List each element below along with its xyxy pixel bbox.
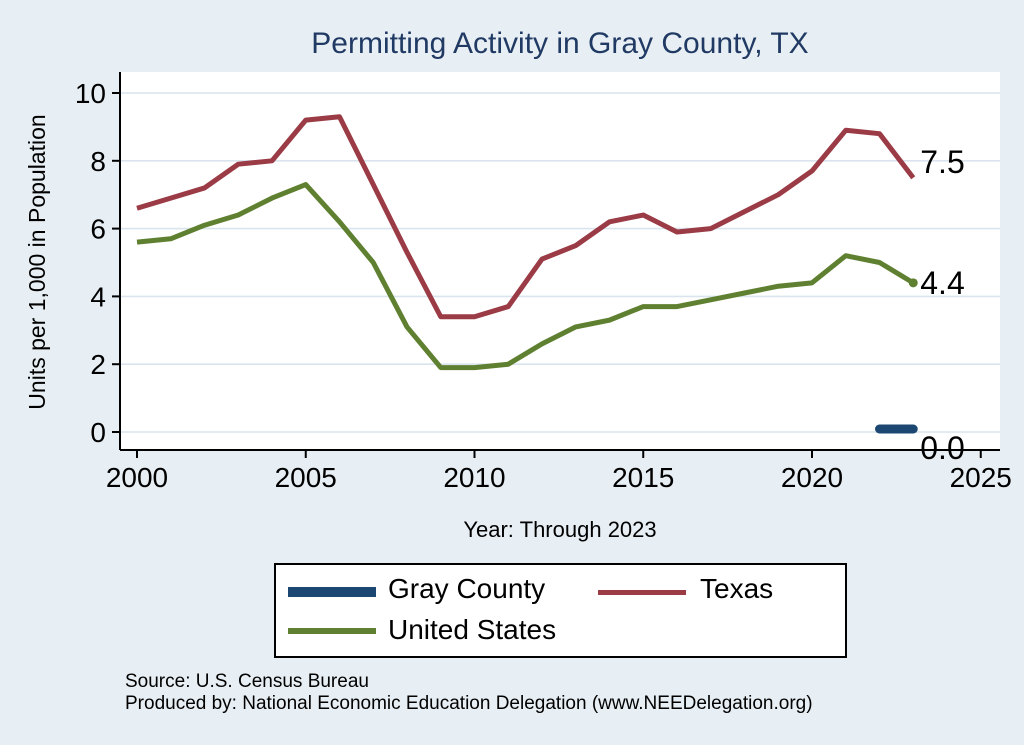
y-axis-title: Units per 1,000 in Population	[24, 114, 50, 409]
y-tick-label: 6	[90, 214, 106, 245]
x-tick-label: 2025	[950, 462, 1012, 493]
footer-notes: Source: U.S. Census Bureau Produced by: …	[125, 671, 813, 715]
y-tick-label: 4	[90, 281, 106, 312]
legend-label-united-states: United States	[388, 614, 557, 645]
series-end-label: 7.5	[920, 144, 964, 180]
series-end-label: 0.0	[920, 430, 964, 466]
x-tick-label: 2005	[275, 462, 337, 493]
produced-by-note: Produced by: National Economic Education…	[125, 693, 813, 714]
x-axis-caption: Year: Through 2023	[463, 517, 657, 542]
x-tick-label: 2020	[781, 462, 843, 493]
united-states-legend-swatch	[288, 628, 376, 634]
source-note: Source: U.S. Census Bureau	[125, 671, 369, 692]
legend-label-gray-county: Gray County	[388, 573, 546, 604]
plot-area: 0 2 4 6 8 10 2000 2005 2010 2015 2020 2025 Units per…	[24, 72, 1012, 493]
legend: Gray County Texas United States	[274, 563, 847, 658]
chart-title: Permitting Activity in Gray County, TX	[311, 27, 809, 60]
plot-background	[120, 72, 1000, 450]
series-end-marker	[908, 278, 918, 288]
x-tick-label: 2010	[443, 462, 505, 493]
legend-label-texas: Texas	[700, 573, 774, 604]
x-tick-label: 2000	[106, 462, 168, 493]
x-tick-label: 2015	[612, 462, 674, 493]
series-end-label: 4.4	[920, 265, 964, 301]
y-tick-label: 0	[90, 417, 106, 448]
series-line-texas	[136, 114, 916, 320]
series-line-united-states	[136, 182, 915, 371]
texas-legend-swatch	[598, 590, 686, 595]
y-tick-label: 2	[90, 349, 106, 380]
y-tick-label: 8	[90, 146, 106, 177]
y-tick-label: 10	[75, 78, 106, 109]
gray-county-legend-swatch	[288, 587, 376, 597]
